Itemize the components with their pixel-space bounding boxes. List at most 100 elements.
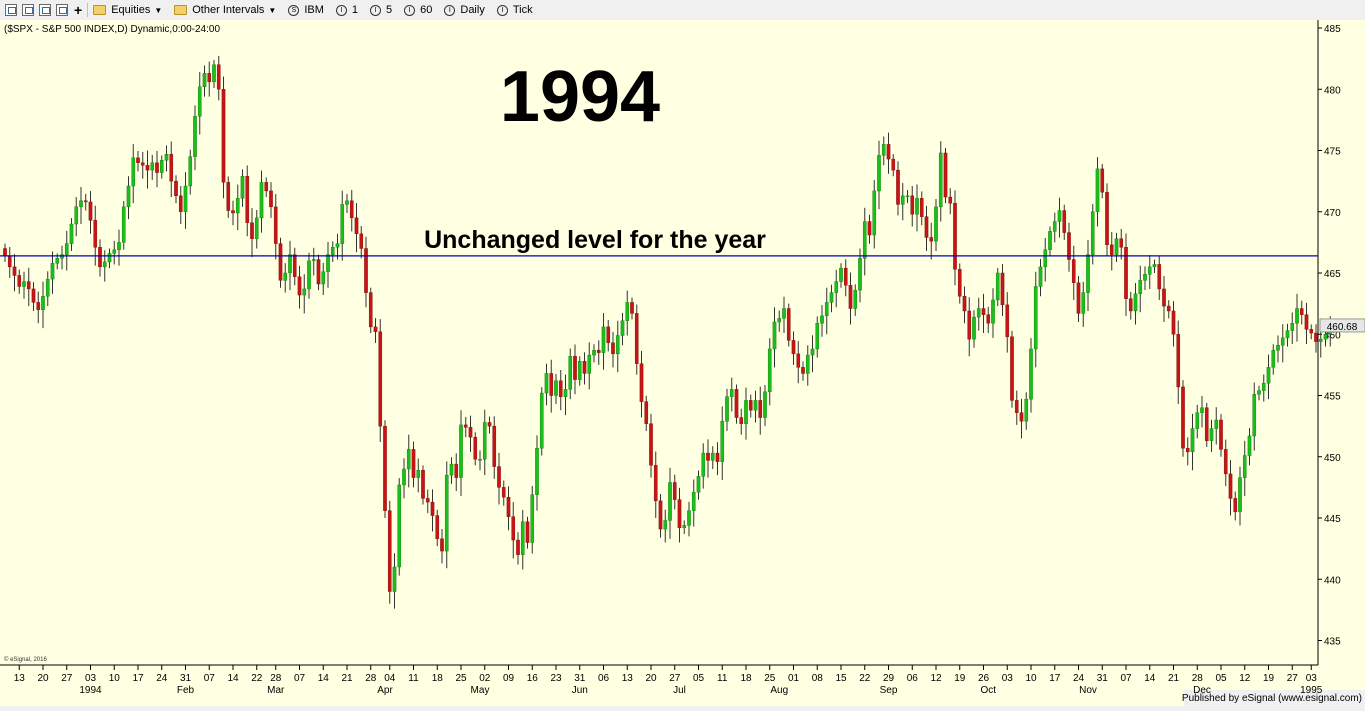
x-tick-label: 31 <box>180 673 192 684</box>
candle-up <box>259 182 264 219</box>
candle-up <box>592 349 596 356</box>
candle-up <box>60 254 64 259</box>
candle-up <box>544 373 549 394</box>
candle-up <box>1285 330 1290 339</box>
candle-down <box>463 424 468 428</box>
candle-down <box>359 233 364 249</box>
x-tick-label: 13 <box>14 673 26 684</box>
candle-up <box>1043 249 1048 268</box>
candle-up <box>1214 419 1219 429</box>
candle-up <box>1048 231 1052 250</box>
x-period-label: Sep <box>880 685 898 696</box>
watermark: © eSignal, 2016 <box>4 656 47 663</box>
x-tick-label: 22 <box>251 673 263 684</box>
candle-up <box>858 258 862 291</box>
candle-down <box>250 222 254 239</box>
candle-down <box>1014 400 1019 413</box>
candle-down <box>706 452 710 461</box>
candle-up <box>853 289 858 309</box>
candle-down <box>492 425 497 467</box>
candle-up <box>777 318 782 323</box>
toolbar-item-equities[interactable]: Equities ▼ <box>93 4 162 16</box>
candle-up <box>482 422 487 460</box>
candle-up <box>183 185 188 212</box>
toolbar-items: Equities ▼ Other Intervals ▼ S IBM I 1 I 5 I 60 I Dai… <box>93 4 544 16</box>
chart-window-icon[interactable] <box>5 4 17 16</box>
candle-up <box>1143 274 1147 281</box>
y-tick-label: 435 <box>1324 637 1341 648</box>
candle-up <box>1133 293 1138 312</box>
x-tick-label: 04 <box>384 673 396 684</box>
interval-circle-icon: I <box>444 4 456 16</box>
x-tick-label: 28 <box>270 673 282 684</box>
x-tick-label: 31 <box>1097 673 1109 684</box>
candle-up <box>1095 168 1100 212</box>
candle-up <box>687 510 691 526</box>
toolbar-item-daily[interactable]: I Daily <box>444 4 485 16</box>
toolbar-item-other-intervals[interactable]: Other Intervals ▼ <box>174 4 276 16</box>
candle-down <box>354 217 359 235</box>
add-icon[interactable]: + <box>74 2 83 18</box>
x-tick-label: 14 <box>318 673 330 684</box>
candle-down <box>516 539 520 555</box>
candle-down <box>924 216 929 238</box>
candle-up <box>326 254 330 272</box>
candle-up <box>321 271 326 285</box>
candle-up <box>829 292 834 303</box>
candle-up <box>1295 308 1299 324</box>
candle-down <box>791 340 796 355</box>
candle-down <box>1062 210 1067 233</box>
candle-up <box>877 155 881 192</box>
candle-up <box>288 254 292 274</box>
candle-up <box>1200 407 1204 413</box>
candle-up <box>701 452 706 477</box>
candle-down <box>919 198 924 217</box>
toolbar-item-label: IBM <box>304 4 324 16</box>
candle-down <box>1162 288 1166 307</box>
candle-down <box>273 206 278 244</box>
candle-up <box>839 267 843 282</box>
candle-up <box>1090 211 1095 255</box>
candle-up <box>254 217 259 239</box>
toolbar-item-tick[interactable]: I Tick <box>496 4 533 16</box>
candle-up <box>696 476 701 493</box>
export-icon[interactable] <box>56 4 68 16</box>
x-period-label: Dec <box>1193 685 1211 696</box>
candle-up <box>1276 345 1280 351</box>
candle-up <box>1024 398 1029 422</box>
chart-title: 1994 <box>500 57 660 137</box>
page-icon[interactable] <box>22 4 34 16</box>
x-tick-label: 18 <box>432 673 444 684</box>
y-tick-label: 480 <box>1324 85 1341 96</box>
candle-down <box>1204 407 1209 442</box>
candle-up <box>1271 349 1276 368</box>
candle-down <box>1304 314 1309 330</box>
candle-down <box>739 417 744 424</box>
candle-down <box>1010 336 1014 401</box>
toolbar-item-60[interactable]: I 60 <box>404 4 432 16</box>
candle-up <box>815 323 820 350</box>
candle-up <box>79 200 83 208</box>
candle-down <box>88 201 93 221</box>
candle-up <box>976 308 981 318</box>
toolbar-item-ibm[interactable]: S IBM <box>288 4 324 16</box>
candle-up <box>159 160 164 173</box>
candle-up <box>1280 337 1285 346</box>
candle-down <box>155 162 159 173</box>
candle-down <box>1223 449 1228 475</box>
candle-up <box>164 153 169 161</box>
chevron-down-icon: ▼ <box>154 5 163 15</box>
candle-up <box>1242 455 1247 478</box>
x-tick-label: 12 <box>1239 673 1251 684</box>
candle-up <box>995 272 1000 301</box>
candle-up <box>905 195 910 198</box>
candle-down <box>3 248 7 257</box>
candle-down <box>953 202 957 270</box>
candle-up <box>820 315 824 324</box>
candle-up <box>1147 266 1152 275</box>
copy-icon[interactable] <box>39 4 51 16</box>
candle-up <box>150 162 155 171</box>
candle-up <box>972 316 976 340</box>
